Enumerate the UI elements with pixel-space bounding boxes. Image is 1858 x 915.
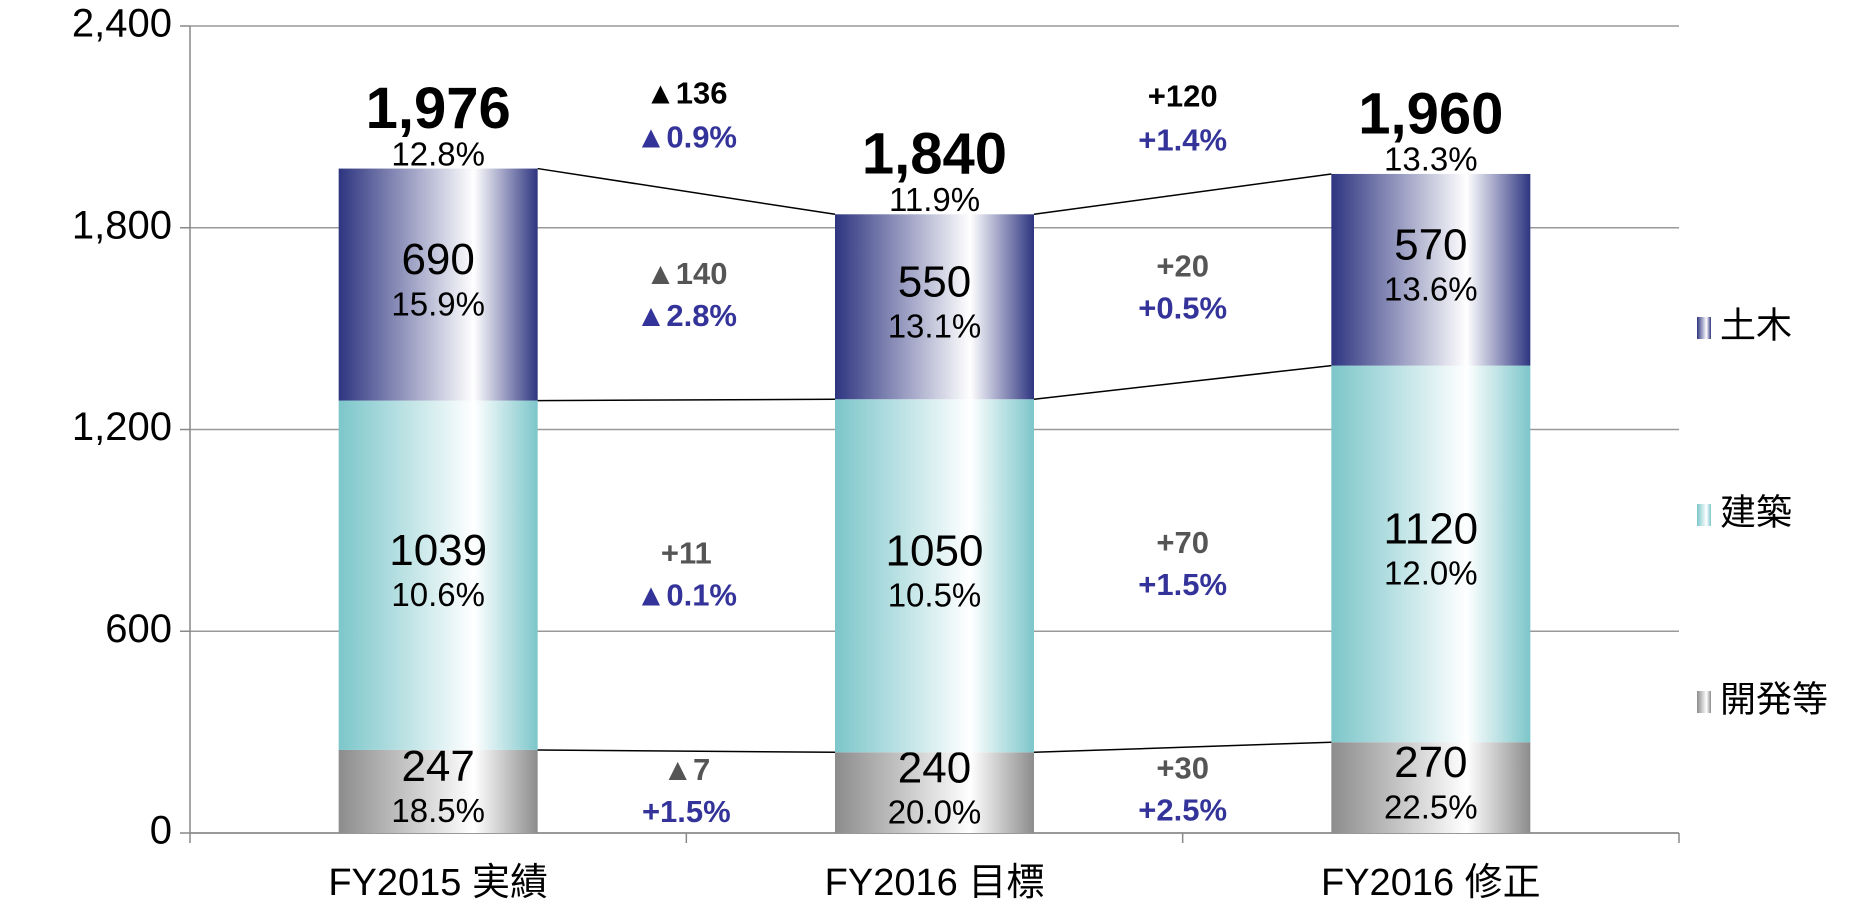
total-change-rate: +1.4% bbox=[1138, 122, 1227, 157]
bar-segment bbox=[1331, 365, 1531, 743]
change-value: +11 bbox=[661, 536, 712, 571]
y-tick-label: 1,800 bbox=[72, 203, 172, 247]
y-tick-label: 0 bbox=[150, 809, 172, 853]
change-value: ▲7 bbox=[662, 752, 710, 787]
legend-label: 開発等 bbox=[1720, 679, 1828, 720]
bar-segment bbox=[1331, 173, 1531, 366]
connector bbox=[1033, 364, 1332, 400]
segment-value: 247 bbox=[401, 742, 474, 791]
segment-rate: 22.5% bbox=[1384, 788, 1478, 825]
segment-value: 1039 bbox=[389, 526, 487, 575]
segment-value: 1050 bbox=[886, 526, 984, 575]
connector bbox=[537, 167, 836, 216]
x-tick-label: FY2016 修正 bbox=[1321, 862, 1541, 904]
bar-segment bbox=[338, 168, 538, 401]
change-value: +70 bbox=[1156, 525, 1209, 560]
change-rate: +2.5% bbox=[1138, 792, 1227, 827]
y-tick-label: 600 bbox=[105, 607, 172, 651]
bar-segment bbox=[835, 399, 1034, 753]
segment-value: 550 bbox=[898, 257, 971, 306]
connector bbox=[1033, 741, 1332, 754]
total-rate: 13.3% bbox=[1384, 141, 1478, 178]
segment-rate: 13.1% bbox=[888, 307, 982, 344]
legend-swatch bbox=[1697, 317, 1711, 339]
segment-rate: 15.9% bbox=[391, 285, 485, 322]
y-tick-label: 2,400 bbox=[72, 2, 172, 46]
legend-swatch bbox=[1697, 691, 1711, 713]
segment-value: 570 bbox=[1394, 220, 1467, 269]
total-rate: 12.8% bbox=[391, 135, 485, 172]
change-rate: ▲2.8% bbox=[636, 298, 737, 333]
bar-segment bbox=[835, 752, 1034, 833]
total-value: 1,976 bbox=[366, 76, 511, 141]
legend-label: 建築 bbox=[1720, 492, 1792, 533]
y-tick-label: 1,200 bbox=[72, 405, 172, 449]
bar-segment bbox=[1331, 742, 1531, 833]
change-rate: +0.5% bbox=[1138, 290, 1227, 325]
segment-value: 690 bbox=[401, 235, 474, 284]
segment-rate: 12.0% bbox=[1384, 555, 1478, 592]
connector bbox=[537, 398, 836, 402]
connector bbox=[1033, 173, 1332, 216]
bar-segment bbox=[338, 749, 538, 833]
total-value: 1,840 bbox=[862, 122, 1007, 187]
total-change-rate: ▲0.9% bbox=[636, 120, 737, 155]
segment-rate: 20.0% bbox=[888, 793, 982, 830]
change-rate: +1.5% bbox=[1138, 567, 1227, 602]
x-tick-label: FY2015 実績 bbox=[328, 862, 548, 904]
legend-label: 土木 bbox=[1720, 305, 1792, 346]
segment-rate: 10.6% bbox=[391, 576, 485, 613]
x-tick-label: FY2016 目標 bbox=[825, 862, 1045, 904]
bar-segment bbox=[338, 400, 538, 750]
segment-rate: 13.6% bbox=[1384, 271, 1478, 308]
total-rate: 11.9% bbox=[889, 181, 980, 218]
change-value: +30 bbox=[1156, 750, 1209, 785]
change-value: ▲140 bbox=[645, 256, 727, 291]
connector bbox=[537, 749, 836, 754]
total-value: 1,960 bbox=[1358, 81, 1503, 146]
segment-rate: 18.5% bbox=[391, 792, 485, 829]
segment-value: 1120 bbox=[1384, 505, 1479, 554]
total-change-value: ▲136 bbox=[645, 76, 727, 111]
total-change-value: +120 bbox=[1148, 78, 1218, 113]
legend-swatch bbox=[1697, 504, 1711, 526]
change-rate: ▲0.1% bbox=[636, 578, 737, 613]
segment-value: 270 bbox=[1394, 738, 1467, 787]
segment-rate: 10.5% bbox=[888, 576, 982, 613]
change-rate: +1.5% bbox=[642, 794, 731, 829]
bar-segment bbox=[835, 214, 1034, 400]
change-value: +20 bbox=[1156, 248, 1209, 283]
